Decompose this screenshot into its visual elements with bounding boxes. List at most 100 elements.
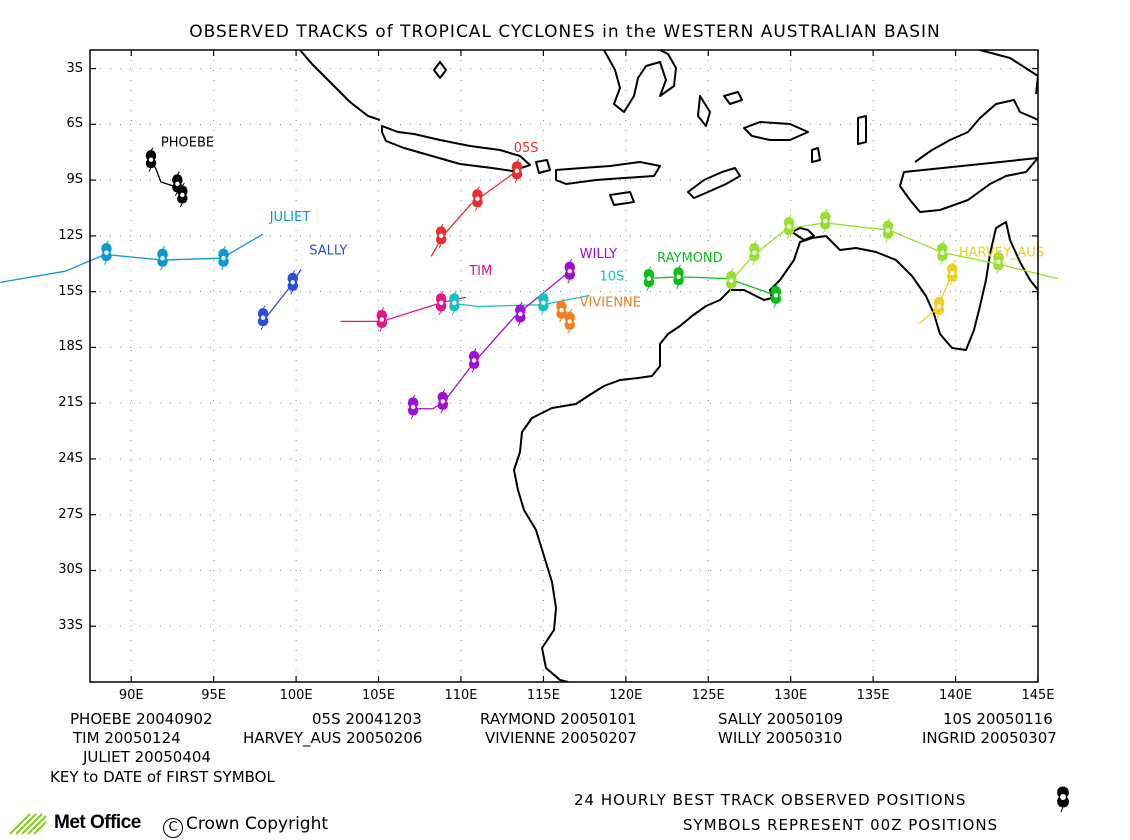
graticule-grid <box>90 50 1039 682</box>
coastline-island-d <box>811 147 821 163</box>
legend-entry: PHOEBE 20040902 <box>70 710 213 728</box>
lat-label: 3S <box>66 60 83 76</box>
legend-storm-date: 20041203 <box>345 710 422 728</box>
lat-label: 33S <box>58 618 83 634</box>
cyclone-symbol <box>749 240 760 265</box>
legend-entry: 10S 20050116 <box>943 710 1053 728</box>
legend-storm-name: SALLY <box>718 710 762 728</box>
track-05s <box>430 170 518 257</box>
legend-storm-date: 20050101 <box>560 710 637 728</box>
lat-label: 27S <box>58 506 83 522</box>
axis-ticks <box>90 50 1039 682</box>
cyclone-symbol <box>770 283 782 308</box>
coastline-seram <box>743 121 809 141</box>
coastline-new-guinea <box>899 50 1038 213</box>
cyclone-symbol <box>435 223 447 249</box>
cyclone-symbol <box>287 270 298 295</box>
copyright: C Crown Copyright <box>163 814 328 838</box>
coastline-australia <box>513 221 1038 682</box>
legend-storm-name: PHOEBE <box>70 710 132 728</box>
coastline-sumatra <box>299 50 381 121</box>
lon-label: 135E <box>856 688 890 703</box>
storm-label-harvey_aus: HARVEY_AUS <box>959 245 1044 260</box>
cyclone-symbol <box>538 290 549 316</box>
legend-storm-name: WILLY <box>718 729 762 747</box>
legend-storm-name: 05S <box>312 710 341 728</box>
legend-key-text: KEY to DATE of FIRST SYMBOL <box>50 768 275 786</box>
cyclone-symbol <box>437 389 449 414</box>
lon-label: 95E <box>201 688 227 703</box>
cyclone-symbol <box>726 268 737 293</box>
legend-storm-name: TIM <box>73 729 100 747</box>
map-frame <box>89 49 1039 683</box>
cyclone-symbol <box>515 301 526 327</box>
cyclone-symbol <box>643 266 655 291</box>
cyclone-symbol <box>933 294 945 319</box>
coastline-bathurst <box>791 227 815 241</box>
legend-entry: WILLY 20050310 <box>718 729 842 747</box>
lon-label: 145E <box>1021 688 1055 703</box>
coastline-sulawesi <box>603 50 677 113</box>
lat-label: 24S <box>58 450 83 466</box>
lat-label: 15S <box>58 283 83 299</box>
lon-label: 120E <box>609 688 643 703</box>
storm-label-sally: SALLY <box>309 243 347 258</box>
legend-entry: INGRID 20050307 <box>922 729 1057 747</box>
coastline-sumba <box>609 191 635 206</box>
legend-entry: TIM 20050124 <box>73 729 181 747</box>
cyclone-symbol <box>556 297 567 323</box>
storm-label-willy: WILLY <box>580 247 617 262</box>
map-title: OBSERVED TRACKS of TROPICAL CYCLONES in … <box>189 22 941 42</box>
track-raymond <box>645 276 777 296</box>
storm-label-vivienne: VIVIENNE <box>580 296 641 311</box>
met-office-logo-text: Met Office <box>54 812 141 833</box>
cyclone-symbol <box>376 307 388 332</box>
lat-label: 21S <box>58 395 83 411</box>
legend-storm-date: 20050124 <box>104 729 181 747</box>
storm-label-tim: TIM <box>468 264 492 279</box>
cyclone-symbol <box>472 186 483 211</box>
legend-storm-name: JULIET <box>83 748 130 766</box>
cyclone-symbol <box>511 158 523 184</box>
copyright-text: Crown Copyright <box>186 814 329 834</box>
coastline-timor <box>687 167 741 199</box>
lat-label: 18S <box>58 339 83 355</box>
lon-label: 105E <box>362 688 396 703</box>
cyclone-symbol <box>882 218 894 243</box>
lon-label: 100E <box>279 688 313 703</box>
legend-entry: SALLY 20050109 <box>718 710 843 728</box>
storm-name-labels: PHOEBE 05S JULIET SALLY TIM WILLY RAYMOND 10S VI… <box>161 136 1044 311</box>
legend-storm-date: 20050307 <box>980 729 1057 747</box>
cyclone-symbol <box>407 394 419 420</box>
lat-label: 30S <box>58 562 83 578</box>
map-background <box>90 50 1038 682</box>
legend-entry: VIVIENNE 20050207 <box>485 729 637 747</box>
coastline-island-c <box>723 91 743 105</box>
cyclone-symbol-icon <box>1057 786 1069 813</box>
cyclone-symbol <box>218 245 229 271</box>
coastline-island-b <box>697 95 711 127</box>
cyclone-symbol <box>145 147 157 172</box>
legend-storm-date: 20050404 <box>134 748 211 766</box>
coastlines <box>299 50 1038 682</box>
cyclone-symbol <box>673 264 684 290</box>
cyclone-symbol <box>947 260 958 286</box>
storm-label-phoebe: PHOEBE <box>161 136 214 151</box>
cyclone-symbol <box>820 208 831 234</box>
lat-label: 9S <box>66 172 83 188</box>
legend-storm-date: 20050206 <box>346 729 423 747</box>
legend-storm-date: 20050109 <box>766 710 844 728</box>
cyclone-symbol <box>993 249 1004 275</box>
legend-entry: JULIET 20050404 <box>83 748 211 766</box>
legend-storm-date: 20050116 <box>976 710 1053 728</box>
cyclone-symbol <box>937 240 948 265</box>
lon-label: 140E <box>939 688 973 703</box>
coastline-bali <box>535 159 551 174</box>
coastline-island-e <box>857 115 867 145</box>
cyclone-symbol <box>435 290 447 316</box>
storm-label-05s: 05S <box>514 141 539 156</box>
lon-label: 125E <box>691 688 725 703</box>
storm-label-raymond: RAYMOND <box>657 251 723 266</box>
coastline-lesser-sunda <box>555 161 661 185</box>
storm-label-10s: 10S <box>599 269 624 284</box>
